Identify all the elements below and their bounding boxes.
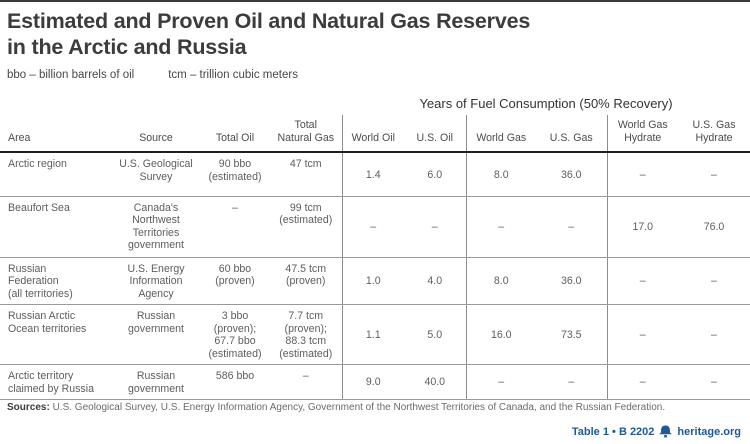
cell-us-oil: – — [404, 196, 466, 258]
cell-total-natural-gas: 7.7 tcm (proven); 88.3 tcm (estimated) — [270, 304, 342, 365]
cell-area: Arctic region — [0, 152, 112, 197]
legend-bbo: bbo – billion barrels of oil — [7, 69, 135, 81]
cell-total-oil: 60 bbo (proven) — [200, 257, 270, 305]
cell-world-gas: – — [465, 196, 536, 258]
table-row-arctic-region: Arctic region U.S. Geological Survey 90 … — [0, 152, 750, 197]
cell-total-oil: – — [200, 196, 270, 258]
cell-world-oil: – — [341, 196, 404, 258]
cell-us-oil: 5.0 — [404, 304, 466, 365]
cell-world-gas-hydrate: – — [606, 152, 678, 197]
sources-label: Sources: — [7, 402, 50, 413]
column-header-us-gas-hydrate: U.S. Gas Hydrate — [678, 115, 750, 153]
span-header-row: Years of Fuel Consumption (50% Recovery) — [0, 88, 750, 115]
cell-total-natural-gas: 47 tcm — [270, 152, 342, 197]
cell-world-gas-hydrate: – — [606, 364, 678, 400]
cell-world-gas: 8.0 — [465, 152, 536, 197]
table-row-russian-federation: Russian Federation (all territories) U.S… — [0, 257, 750, 305]
cell-us-gas-hydrate: 76.0 — [678, 196, 750, 258]
column-header-total-oil: Total Oil — [200, 115, 270, 153]
title-line-2: in the Arctic and Russia — [7, 35, 247, 59]
column-header-area: Area — [0, 115, 112, 153]
cell-world-oil: 1.0 — [341, 257, 404, 305]
column-header-us-oil: U.S. Oil — [404, 115, 466, 153]
heritage-bell-icon — [659, 425, 673, 438]
reserves-table: Years of Fuel Consumption (50% Recovery)… — [0, 88, 750, 400]
cell-us-gas-hydrate: – — [678, 364, 750, 400]
cell-us-gas-hydrate: – — [678, 257, 750, 305]
cell-world-gas-hydrate: – — [606, 304, 678, 365]
cell-world-gas: 8.0 — [465, 257, 536, 305]
cell-us-oil: 4.0 — [404, 257, 466, 305]
sources-note: Sources: U.S. Geological Survey, U.S. En… — [7, 401, 742, 414]
cell-us-gas: 36.0 — [536, 152, 607, 197]
cell-us-gas: – — [536, 364, 607, 400]
cell-source: U.S. Geological Survey — [112, 152, 200, 197]
span-header-spacer — [0, 88, 342, 115]
table-row-russian-arctic-ocean: Russian Arctic Ocean territories Russian… — [0, 304, 750, 365]
cell-source: Canada's Northwest Territories governmen… — [112, 196, 200, 258]
cell-world-oil: 1.4 — [341, 152, 404, 197]
cell-total-natural-gas: 99 tcm (estimated) — [270, 196, 342, 258]
cell-us-gas-hydrate: – — [678, 304, 750, 365]
cell-world-oil: 1.1 — [341, 304, 404, 365]
cell-source: Russian government — [112, 364, 200, 400]
title-line-1: Estimated and Proven Oil and Natural Gas… — [7, 9, 531, 33]
column-header-us-gas: U.S. Gas — [536, 115, 607, 153]
legend-tcm: tcm – trillion cubic meters — [168, 69, 298, 81]
column-header-world-gas: World Gas — [465, 115, 536, 153]
cell-world-gas-hydrate: 17.0 — [606, 196, 678, 258]
span-header-years-of-fuel-consumption: Years of Fuel Consumption (50% Recovery) — [419, 95, 673, 111]
column-header-total-natural-gas: Total Natural Gas — [270, 115, 342, 153]
page-title: Estimated and Proven Oil and Natural Gas… — [7, 8, 740, 60]
cell-total-oil: 90 bbo (estimated) — [200, 152, 270, 197]
cell-total-oil: 586 bbo — [200, 364, 270, 400]
cell-world-oil: 9.0 — [341, 364, 404, 400]
cell-us-gas-hydrate: – — [678, 152, 750, 197]
column-header-row: Area Source Total Oil Total Natural Gas … — [0, 115, 750, 153]
sources-text: U.S. Geological Survey, U.S. Energy Info… — [49, 402, 666, 413]
abbreviation-legend: bbo – billion barrels of oil tcm – trilli… — [7, 69, 332, 81]
table-number-tag: Table 1 • B 2202 — [571, 425, 655, 438]
brand-text[interactable]: heritage.org — [677, 425, 741, 438]
cell-area: Beaufort Sea — [0, 196, 112, 258]
cell-area: Arctic territory claimed by Russia — [0, 364, 112, 400]
cell-total-natural-gas: – — [270, 364, 342, 400]
cell-us-gas: 73.5 — [536, 304, 607, 365]
cell-area: Russian Arctic Ocean territories — [0, 304, 112, 365]
cell-us-gas: 36.0 — [536, 257, 607, 305]
table-row-arctic-territory-claimed: Arctic territory claimed by Russia Russi… — [0, 364, 750, 400]
column-header-world-oil: World Oil — [341, 115, 404, 153]
cell-area: Russian Federation (all territories) — [0, 257, 112, 305]
cell-source: U.S. Energy Information Agency — [112, 257, 200, 305]
top-rule — [0, 0, 750, 2]
cell-total-natural-gas: 47.5 tcm (proven) — [270, 257, 342, 305]
cell-total-oil: 3 bbo (proven); 67.7 bbo (estimated) — [200, 304, 270, 365]
column-header-world-gas-hydrate: World Gas Hydrate — [606, 115, 678, 153]
cell-world-gas: 16.0 — [465, 304, 536, 365]
brand-line: Table 1 • B 2202 heritage.org — [572, 425, 741, 438]
cell-us-oil: 40.0 — [404, 364, 466, 400]
cell-world-gas: – — [465, 364, 536, 400]
cell-us-gas: – — [536, 196, 607, 258]
cell-source: Russian government — [112, 304, 200, 365]
table-row-beaufort-sea: Beaufort Sea Canada's Northwest Territor… — [0, 196, 750, 258]
cell-world-gas-hydrate: – — [606, 257, 678, 305]
cell-us-oil: 6.0 — [404, 152, 466, 197]
column-header-source: Source — [112, 115, 200, 153]
